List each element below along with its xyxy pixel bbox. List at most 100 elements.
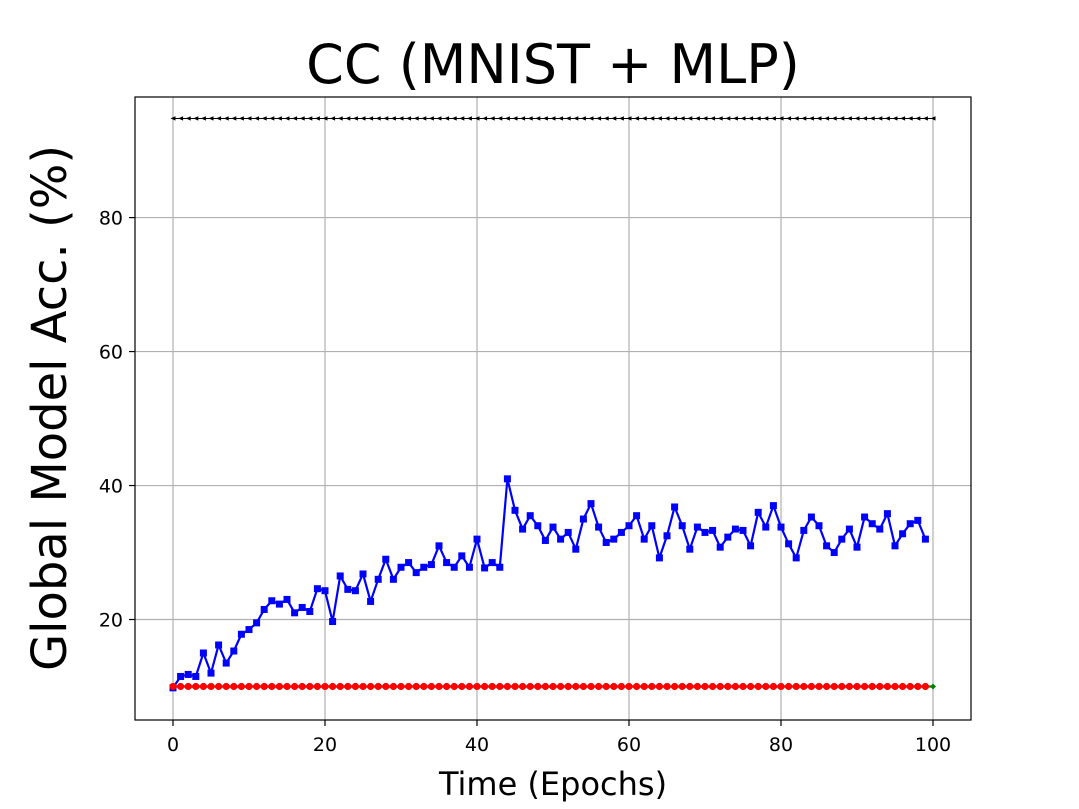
data-point — [184, 670, 192, 678]
data-point — [451, 116, 457, 121]
data-point — [344, 682, 352, 691]
data-point — [823, 542, 831, 550]
data-point — [906, 682, 914, 691]
data-point — [823, 682, 831, 691]
data-point — [291, 609, 299, 617]
data-point — [230, 647, 238, 655]
data-point — [801, 116, 807, 121]
data-point — [755, 116, 761, 121]
data-point — [603, 116, 609, 121]
data-point — [474, 116, 480, 121]
data-point — [732, 116, 738, 121]
data-point — [238, 116, 244, 121]
data-point — [572, 682, 580, 691]
data-point — [231, 116, 237, 121]
data-point — [724, 533, 732, 541]
data-point — [853, 543, 861, 551]
data-point — [199, 649, 207, 657]
data-point — [808, 116, 814, 121]
data-point — [640, 535, 648, 543]
data-point — [747, 542, 755, 550]
data-point — [298, 603, 306, 611]
data-point — [496, 682, 504, 691]
data-point — [420, 563, 428, 571]
data-point — [367, 682, 375, 691]
y-tick-label: 80 — [99, 208, 123, 230]
data-point — [383, 116, 389, 121]
y-tick-label: 40 — [99, 476, 123, 498]
data-point — [876, 682, 884, 691]
data-point — [770, 116, 776, 121]
data-point — [473, 682, 481, 691]
data-point — [869, 116, 875, 121]
data-point — [687, 116, 693, 121]
data-point — [488, 682, 496, 691]
data-point — [693, 523, 701, 531]
data-point — [649, 116, 655, 121]
data-point — [565, 116, 571, 121]
data-point — [360, 116, 366, 121]
data-point — [664, 116, 670, 121]
data-point — [192, 682, 200, 691]
data-point — [321, 682, 329, 691]
data-point — [709, 526, 717, 534]
data-point — [178, 116, 184, 121]
ticks: 0 20 40 60 80 100 20 40 60 80 — [99, 208, 951, 756]
data-point — [253, 682, 261, 691]
data-point — [739, 526, 747, 534]
data-point — [579, 515, 587, 523]
data-point — [389, 575, 397, 583]
data-point — [572, 545, 580, 553]
data-point — [838, 682, 846, 691]
data-point — [307, 116, 313, 121]
data-point — [564, 528, 572, 536]
data-point — [907, 116, 913, 121]
data-point — [906, 520, 914, 528]
data-point — [587, 682, 595, 691]
data-point — [678, 522, 686, 530]
data-point — [496, 563, 504, 571]
data-point — [223, 116, 229, 121]
data-point — [602, 682, 610, 691]
data-point — [868, 520, 876, 528]
data-point — [512, 116, 518, 121]
data-point — [427, 561, 435, 569]
data-point — [382, 682, 390, 691]
data-point — [245, 682, 253, 691]
data-point — [845, 525, 853, 533]
data-point — [405, 559, 413, 567]
data-point — [633, 512, 641, 520]
data-point — [269, 116, 275, 121]
data-point — [748, 116, 754, 121]
data-point — [595, 682, 603, 691]
data-point — [588, 116, 594, 121]
data-point — [618, 116, 624, 121]
data-point — [640, 682, 648, 691]
data-point — [291, 682, 299, 691]
data-point — [754, 682, 762, 691]
data-point — [762, 682, 770, 691]
data-point — [526, 682, 534, 691]
data-point — [762, 523, 770, 531]
data-point — [876, 525, 884, 533]
data-point — [717, 116, 723, 121]
data-point — [824, 116, 830, 121]
data-point — [838, 535, 846, 543]
data-point — [306, 607, 314, 615]
data-point — [359, 570, 367, 578]
data-point — [216, 116, 222, 121]
data-point — [443, 682, 451, 691]
data-point — [686, 682, 694, 691]
data-point — [465, 682, 473, 691]
data-point — [807, 513, 815, 521]
data-point — [503, 682, 511, 691]
data-point — [207, 682, 215, 691]
data-point — [861, 682, 869, 691]
data-point — [663, 532, 671, 540]
data-point — [899, 682, 907, 691]
data-point — [891, 682, 899, 691]
data-point — [611, 116, 617, 121]
data-point — [800, 682, 808, 691]
data-point — [389, 682, 397, 691]
